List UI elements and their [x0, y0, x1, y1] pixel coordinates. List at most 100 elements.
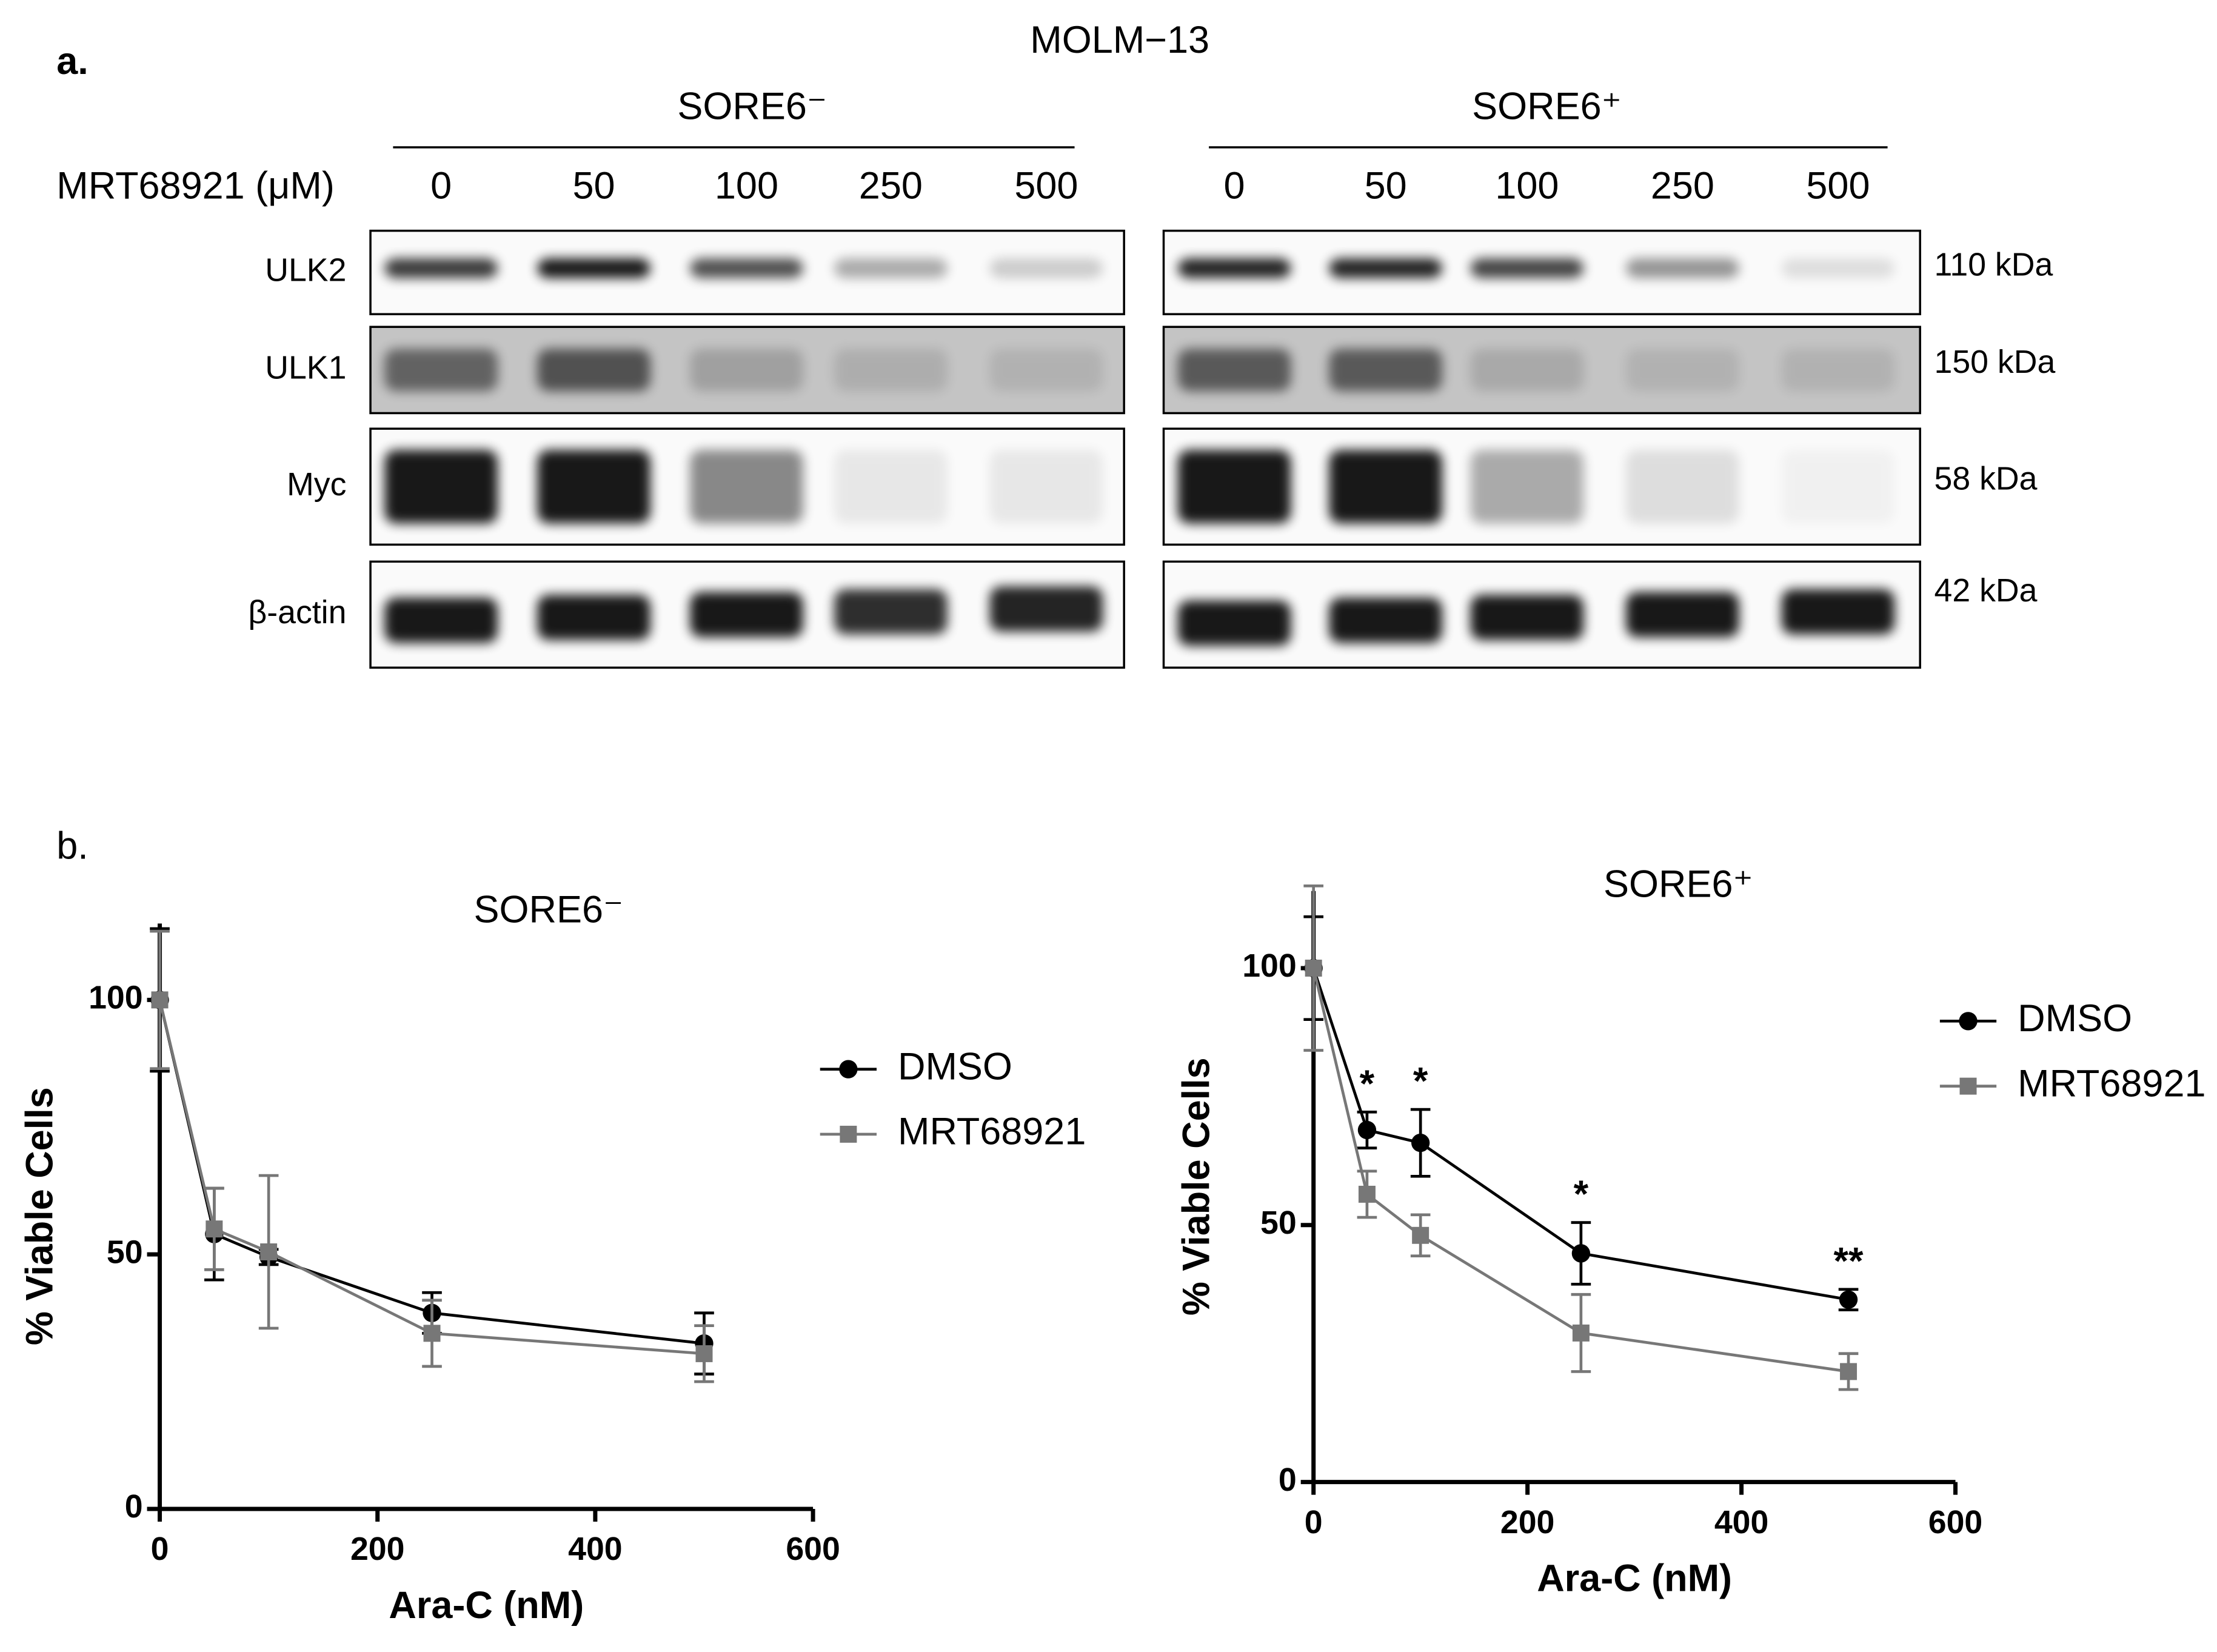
x-tick-label: 400	[1714, 1504, 1768, 1540]
y-tick-label: 0	[125, 1488, 143, 1525]
marker	[1572, 1324, 1590, 1342]
dose: 100	[1495, 164, 1559, 207]
row-label: Myc	[287, 466, 346, 503]
band	[834, 349, 948, 392]
dose: 50	[573, 164, 615, 207]
legend-label: MRT68921	[898, 1111, 1086, 1153]
x-tick-label: 600	[1928, 1504, 1982, 1540]
legend-label: MRT68921	[2018, 1062, 2205, 1105]
band	[384, 349, 498, 392]
band	[834, 258, 948, 278]
marker	[1571, 1244, 1591, 1263]
x-tick-label: 200	[1500, 1504, 1554, 1540]
chart-title: SORE6⁻	[474, 888, 624, 931]
band	[690, 349, 803, 392]
dose: 250	[1651, 164, 1714, 207]
band	[1470, 450, 1584, 524]
band	[537, 258, 650, 278]
dose: 500	[1014, 164, 1078, 207]
marker	[1411, 1134, 1430, 1152]
y-axis-label: % Viable Cells	[19, 1087, 61, 1345]
band	[1177, 258, 1291, 278]
band	[1626, 592, 1739, 638]
blot: SORE6⁻ 0 50 100 250 500 SORE6⁺ 0 50 100 250 500 ULK2…	[248, 85, 2056, 669]
band	[1470, 258, 1584, 278]
band	[989, 450, 1103, 524]
legend-marker	[840, 1125, 857, 1143]
band	[989, 258, 1103, 278]
significance: **	[1834, 1240, 1864, 1282]
band	[690, 450, 803, 524]
size-label: 110 kDa	[1934, 246, 2053, 283]
significance: *	[1574, 1173, 1589, 1216]
band	[384, 450, 498, 524]
marker	[423, 1325, 441, 1342]
band	[1177, 450, 1291, 524]
dose: 0	[430, 164, 452, 207]
marker	[260, 1243, 278, 1260]
dose: 50	[1365, 164, 1407, 207]
y-tick-label: 100	[89, 980, 142, 1016]
y-tick-label: 50	[1260, 1205, 1297, 1241]
blot-title: MOLM−13	[1030, 19, 1209, 61]
band	[384, 597, 498, 643]
marker	[1412, 1226, 1430, 1244]
x-tick-label: 600	[786, 1531, 840, 1567]
marker	[1839, 1290, 1858, 1309]
dose: 100	[715, 164, 778, 207]
x-tick-label: 0	[151, 1531, 169, 1567]
significance: *	[1413, 1060, 1428, 1103]
x-axis-label: Ara-C (nM)	[389, 1584, 584, 1627]
legend-marker	[1959, 1012, 1978, 1031]
band	[1470, 349, 1584, 392]
band	[989, 349, 1103, 392]
marker	[695, 1345, 713, 1362]
band	[384, 258, 498, 278]
size-label: 150 kDa	[1934, 344, 2056, 380]
y-tick-label: 0	[1279, 1462, 1297, 1498]
panel-label: a.	[56, 40, 89, 82]
band	[1782, 450, 1895, 523]
band	[1626, 450, 1739, 524]
y-tick-label: 100	[1242, 948, 1296, 984]
band	[537, 450, 650, 524]
group-label: SORE6⁻	[677, 85, 827, 128]
dose: 250	[859, 164, 923, 207]
band	[1470, 595, 1584, 640]
band	[690, 592, 803, 638]
band	[1781, 589, 1895, 635]
size-label: 42 kDa	[1934, 572, 2038, 609]
legend-marker	[839, 1060, 858, 1078]
row-label: ULK2	[265, 252, 346, 289]
band	[1329, 597, 1442, 643]
dose: 0	[1224, 164, 1245, 207]
size-label: 58 kDa	[1934, 461, 2038, 497]
band	[1177, 349, 1291, 392]
band	[989, 586, 1103, 632]
band	[1781, 349, 1895, 392]
x-tick-label: 0	[1305, 1504, 1323, 1540]
row-label: β-actin	[248, 594, 346, 630]
marker	[1358, 1185, 1376, 1203]
marker	[1357, 1120, 1377, 1140]
band	[537, 349, 650, 392]
band	[834, 589, 948, 635]
band	[1626, 258, 1739, 278]
band	[1329, 258, 1442, 278]
x-tick-label: 400	[568, 1531, 622, 1567]
chart-title: SORE6⁺	[1603, 863, 1753, 905]
band	[690, 258, 803, 278]
band	[1626, 349, 1739, 392]
band	[834, 450, 948, 524]
band	[537, 595, 650, 640]
panel-label: b.	[56, 824, 89, 867]
significance: *	[1360, 1063, 1375, 1105]
legend-marker	[1959, 1077, 1977, 1095]
x-tick-label: 200	[350, 1531, 404, 1567]
marker	[206, 1220, 223, 1238]
charts: SORE6⁻ 0 50 100 0 200 400 600 Ara-C (nM) % Viable…	[19, 863, 2206, 1626]
band	[1177, 600, 1291, 646]
row-label: ULK1	[265, 350, 346, 386]
legend-label: DMSO	[2018, 997, 2132, 1040]
